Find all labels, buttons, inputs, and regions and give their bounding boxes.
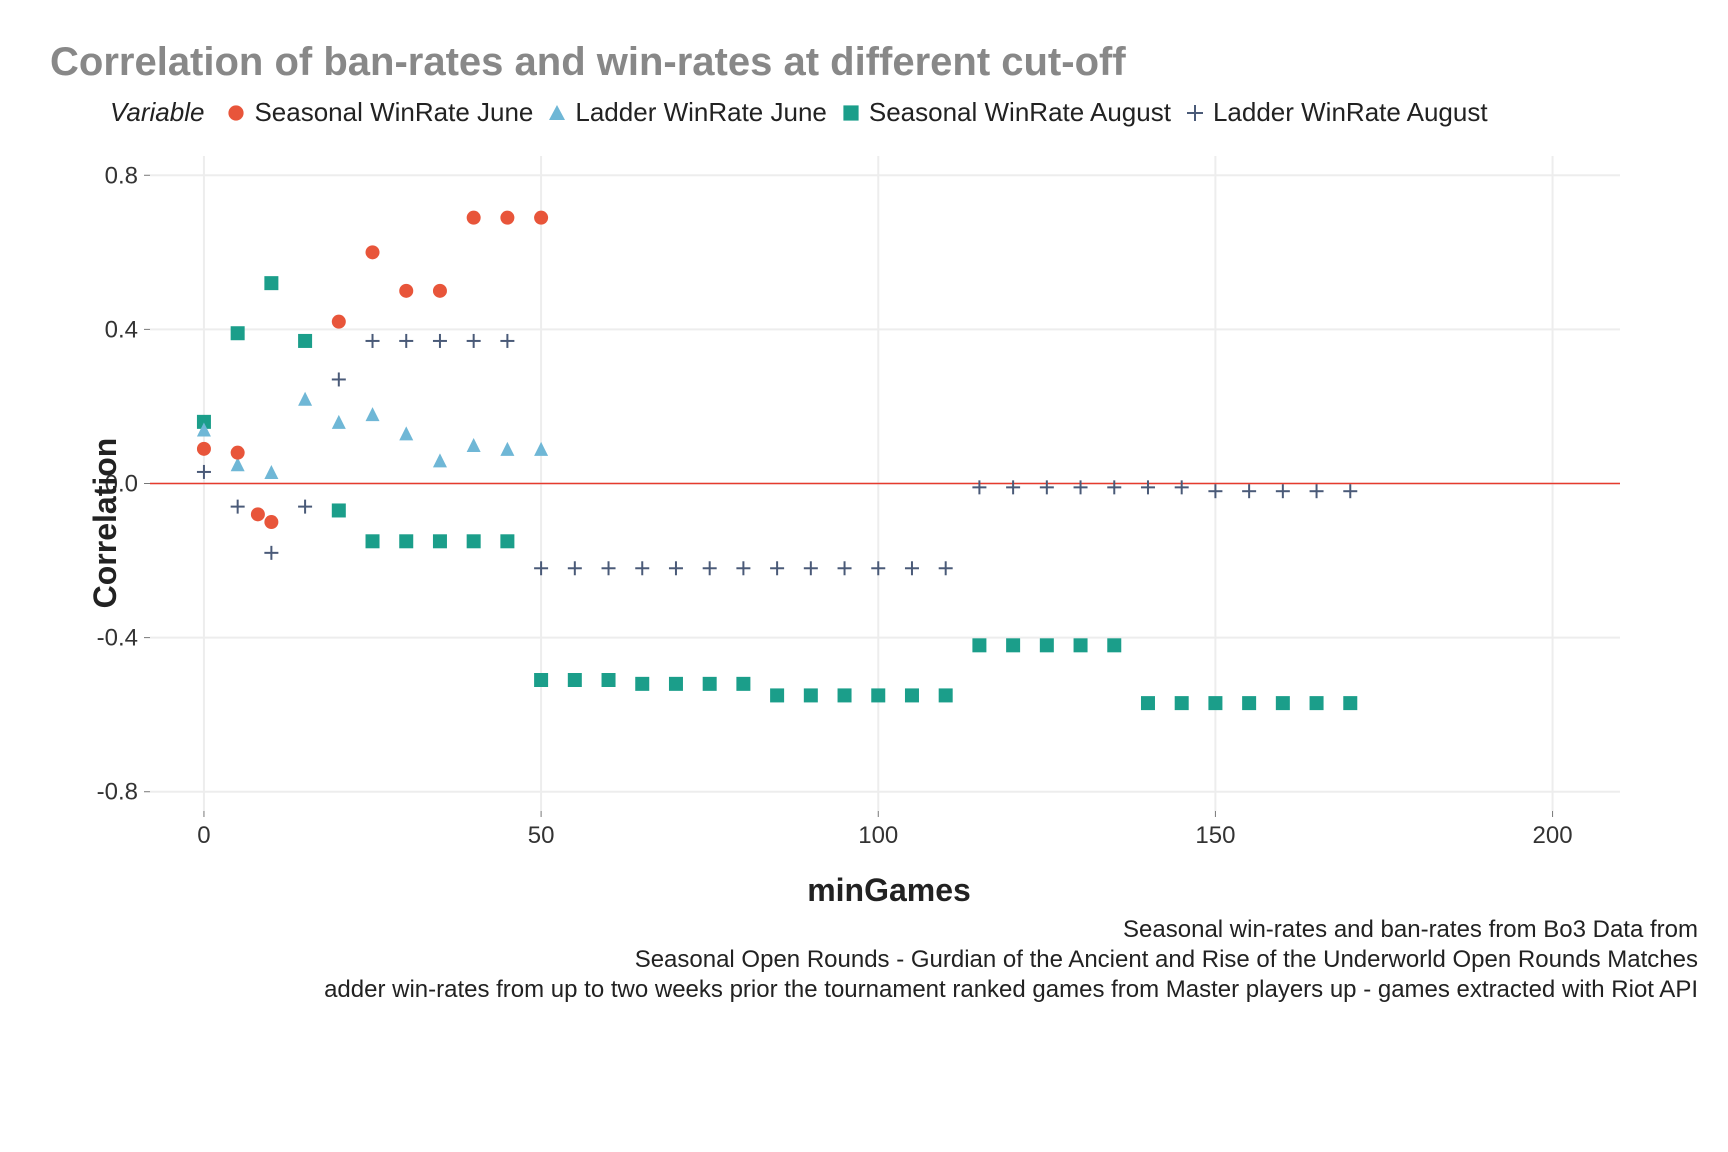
square-icon: [841, 103, 861, 123]
legend-label-0: Seasonal WinRate June: [254, 97, 533, 128]
plus-icon: [1185, 103, 1205, 123]
chart-container: Correlation of ban-rates and win-rates a…: [0, 0, 1728, 1152]
legend-label-1: Ladder WinRate June: [575, 97, 826, 128]
caption-line-1: Seasonal win-rates and ban-rates from Bo…: [10, 915, 1698, 945]
svg-text:200: 200: [1533, 822, 1573, 849]
svg-text:-0.8: -0.8: [97, 779, 138, 806]
legend-item-3: Ladder WinRate August: [1185, 97, 1488, 128]
svg-text:0.4: 0.4: [105, 316, 138, 343]
legend-variable-label: Variable: [110, 97, 204, 128]
y-axis-label: Correlation: [87, 437, 124, 608]
caption-line-3: adder win-rates from up to two weeks pri…: [10, 975, 1698, 1005]
legend-item-2: Seasonal WinRate August: [841, 97, 1171, 128]
legend-label-3: Ladder WinRate August: [1213, 97, 1488, 128]
triangle-icon: [547, 103, 567, 123]
legend-item-1: Ladder WinRate June: [547, 97, 826, 128]
svg-text:100: 100: [858, 822, 898, 849]
scatter-plot: 050100150200-0.8-0.40.00.40.8: [70, 136, 1640, 866]
svg-text:0: 0: [197, 822, 210, 849]
circle-icon: [226, 103, 246, 123]
chart-title: Correlation of ban-rates and win-rates a…: [50, 40, 1718, 85]
caption-line-2: Seasonal Open Rounds - Gurdian of the An…: [10, 945, 1698, 975]
legend-item-0: Seasonal WinRate June: [226, 97, 533, 128]
legend-label-2: Seasonal WinRate August: [869, 97, 1171, 128]
svg-text:150: 150: [1195, 822, 1235, 849]
chart-legend: Variable Seasonal WinRate June Ladder Wi…: [110, 97, 1718, 128]
svg-text:50: 50: [528, 822, 555, 849]
x-axis-label: minGames: [70, 872, 1708, 909]
chart-caption: Seasonal win-rates and ban-rates from Bo…: [10, 915, 1698, 1005]
plot-area: Correlation 050100150200-0.8-0.40.00.40.…: [70, 136, 1708, 909]
svg-text:-0.4: -0.4: [97, 625, 138, 652]
svg-text:0.8: 0.8: [105, 162, 138, 189]
